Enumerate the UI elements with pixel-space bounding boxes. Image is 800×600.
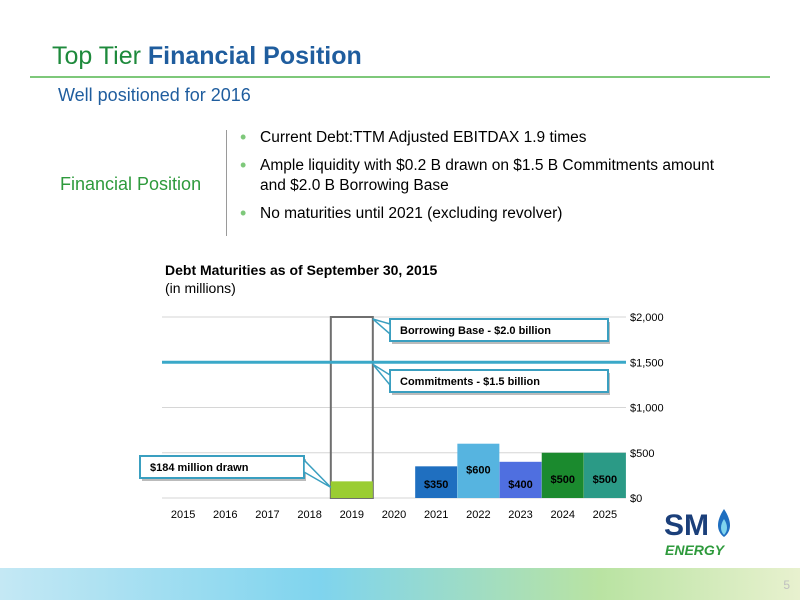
bullet-item: • Ample liquidity with $0.2 B drawn on $1… <box>240 155 720 196</box>
x-tick-label: 2025 <box>593 509 617 521</box>
bar <box>330 481 373 498</box>
bar <box>541 452 584 498</box>
bullet-dot-icon: • <box>240 203 247 223</box>
bullet-dot-icon: • <box>240 155 247 175</box>
y-tick-label: $0 <box>630 493 642 505</box>
y-tick-label: $2,000 <box>630 312 664 324</box>
y-tick-label: $500 <box>630 448 654 460</box>
page-title-plain: Top Tier <box>52 42 148 70</box>
x-tick-label: 2021 <box>424 509 448 521</box>
sm-energy-logo: SM ENERGY <box>664 509 730 558</box>
bullet-item: • No maturities until 2021 (excluding rev… <box>240 203 720 224</box>
x-tick-label: 2018 <box>297 509 321 521</box>
x-tick-label: 2016 <box>213 509 237 521</box>
bullet-text: Ample liquidity with $0.2 B drawn on $1.… <box>260 157 715 194</box>
logo-primary-text: SM <box>664 509 709 542</box>
x-tick-label: 2023 <box>508 509 532 521</box>
bullet-item: • Current Debt:TTM Adjusted EBITDAX 1.9 t… <box>240 127 720 148</box>
bar-data-label: $500 <box>550 474 574 486</box>
bullet-text: No maturities until 2021 (excluding revo… <box>260 205 563 222</box>
section-label: Financial Position <box>60 174 202 194</box>
bullet-text: Current Debt:TTM Adjusted EBITDAX 1.9 ti… <box>260 129 587 146</box>
bar-data-label: $600 <box>466 465 490 477</box>
bar-data-label: $400 <box>508 479 532 491</box>
page-title: Top Tier Financial Position <box>52 42 362 71</box>
x-tick-label: 2022 <box>466 509 490 521</box>
bullet-list: • Current Debt:TTM Adjusted EBITDAX 1.9 t… <box>240 127 720 232</box>
drawn-callout-text: $184 million drawn <box>150 462 249 474</box>
y-tick-label: $1,500 <box>630 357 664 369</box>
section-divider <box>226 130 227 236</box>
footer-band <box>0 568 800 600</box>
page-title-bold: Financial Position <box>147 42 362 70</box>
borrowing-base-callout-text: Borrowing Base - $2.0 billion <box>400 325 551 337</box>
page-subtitle: Well positioned for 2016 <box>58 85 251 105</box>
chart-title: Debt Maturities as of September 30, 2015 <box>165 262 438 278</box>
commitments-callout-text: Commitments - $1.5 billion <box>400 376 540 388</box>
bullet-dot-icon: • <box>240 127 247 147</box>
page-number: 5 <box>783 578 790 592</box>
commitments-callout-pointer <box>372 363 391 388</box>
bar <box>583 452 626 498</box>
borrowing-base-callout-pointer <box>372 318 391 336</box>
x-tick-label: 2019 <box>340 509 364 521</box>
y-tick-label: $1,000 <box>630 403 664 415</box>
bar-data-label: $500 <box>593 474 617 486</box>
logo-secondary-text: ENERGY <box>665 542 726 558</box>
x-tick-label: 2020 <box>382 509 406 521</box>
flame-inner-icon <box>721 519 727 535</box>
x-tick-label: 2015 <box>171 509 195 521</box>
chart-subtitle: (in millions) <box>165 280 236 296</box>
bar <box>415 466 458 498</box>
title-divider <box>30 76 770 78</box>
bar <box>457 443 500 498</box>
x-tick-label: 2017 <box>255 509 279 521</box>
bar-data-label: $350 <box>424 479 448 491</box>
bar <box>499 461 542 498</box>
x-tick-label: 2024 <box>550 509 574 521</box>
drawn-callout-pointer <box>303 458 332 488</box>
